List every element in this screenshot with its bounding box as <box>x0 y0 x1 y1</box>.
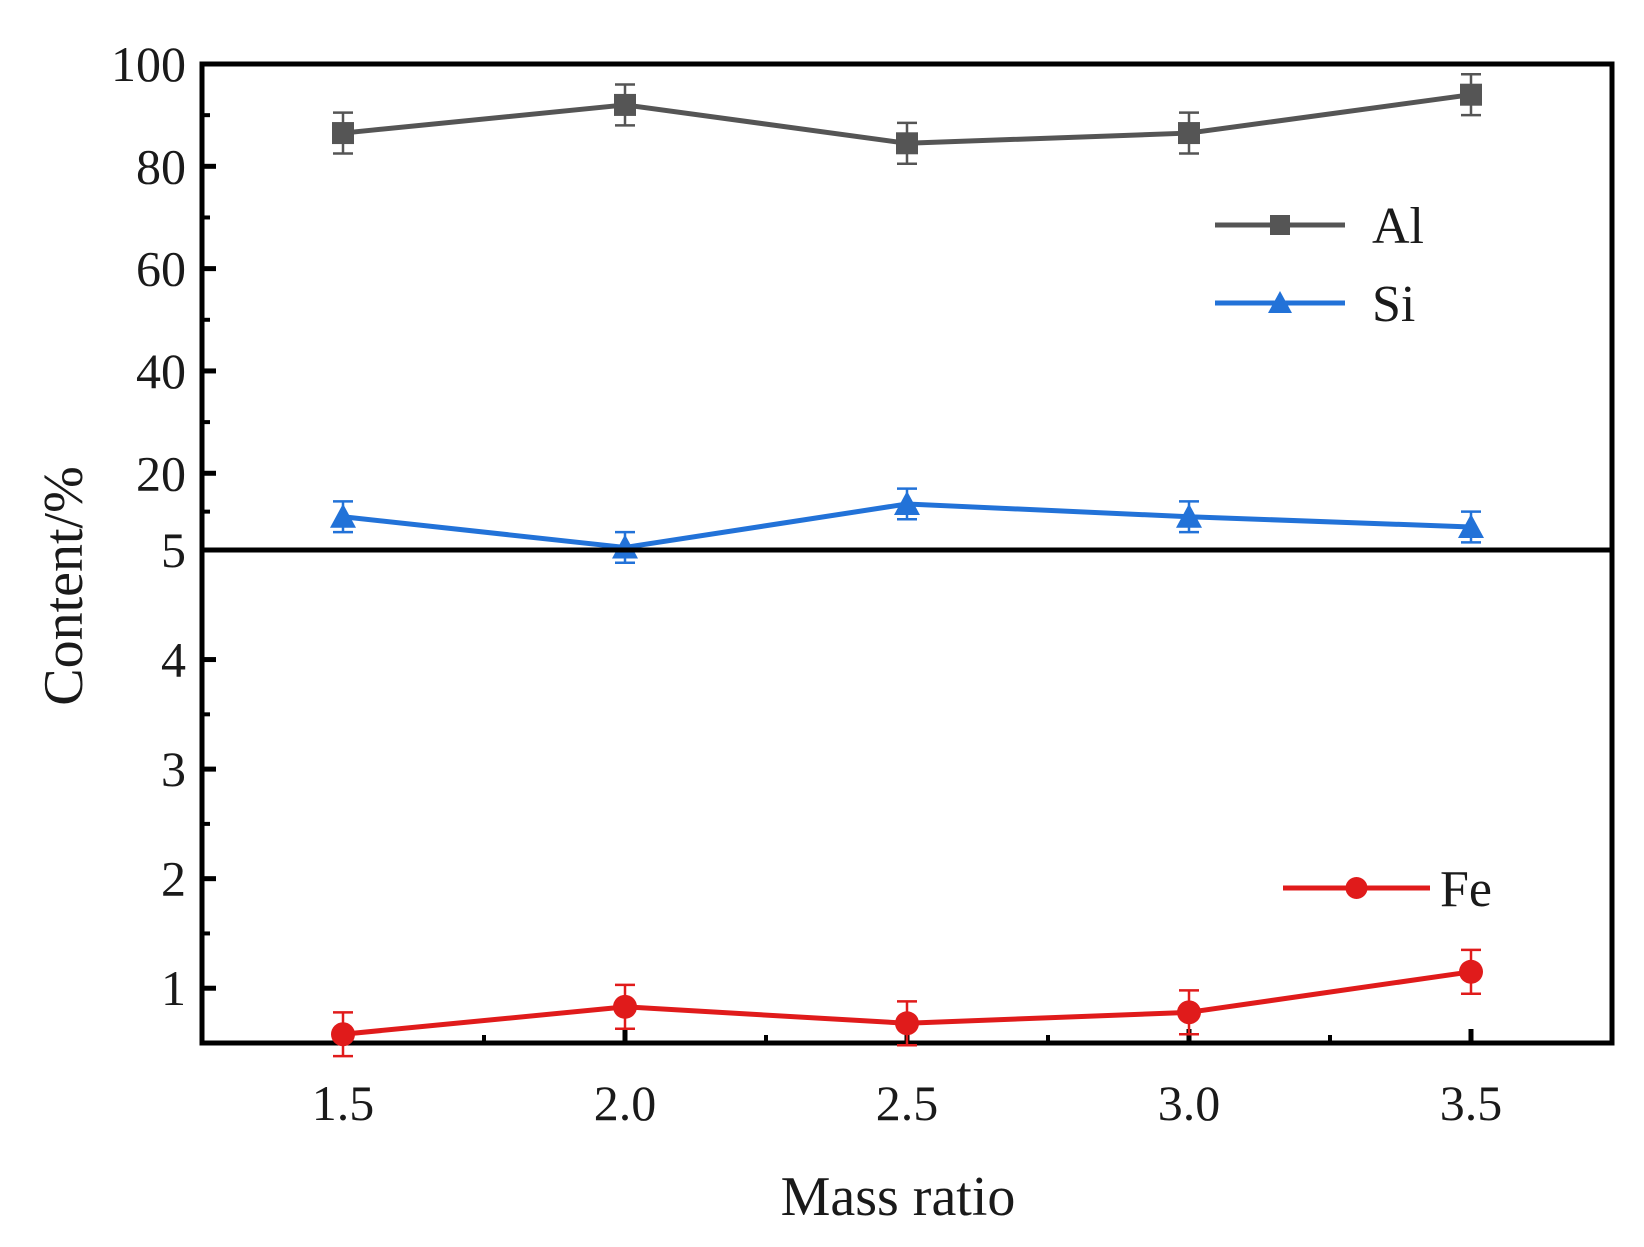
y-axis-title: Content/% <box>33 466 95 706</box>
data-point-Al <box>1178 122 1200 145</box>
data-point-Fe <box>1177 1000 1201 1025</box>
data-point-Al <box>332 122 354 145</box>
legend-label-Fe: Fe <box>1440 861 1492 918</box>
legend-marker-Si <box>1268 291 1292 313</box>
x-tick-label: 2.5 <box>876 1075 939 1131</box>
data-point-Fe <box>895 1011 919 1036</box>
legend-label-Al: Al <box>1372 198 1424 255</box>
y-tick-label: 60 <box>136 241 186 297</box>
y-tick-label: 5 <box>161 522 186 578</box>
data-point-Fe <box>331 1022 355 1047</box>
data-point-Al <box>1460 83 1482 106</box>
x-axis-title: Mass ratio <box>781 1166 1016 1228</box>
y-tick-label: 4 <box>161 632 186 688</box>
data-point-Si <box>1176 503 1202 528</box>
data-point-Si <box>330 503 356 528</box>
plot-area: 1.5 2.0 2.5 3.0 3.5 100 80 60 40 20 5 Al Si 4 3 2 1 Fe <box>111 36 1615 1131</box>
y-tick-label: 100 <box>111 36 186 92</box>
x-tick-label: 3.0 <box>1158 1075 1221 1131</box>
y-tick-label: 1 <box>161 960 186 1016</box>
y-tick-label: 3 <box>161 741 186 797</box>
y-tick-label: 20 <box>136 445 186 501</box>
x-tick-label: 3.5 <box>1440 1075 1503 1131</box>
x-tick-label: 1.5 <box>312 1075 375 1131</box>
legend-marker-Al <box>1270 215 1290 235</box>
data-point-Fe <box>1459 959 1483 984</box>
data-point-Al <box>896 132 918 155</box>
data-point-Si <box>894 490 920 515</box>
y-tick-label: 80 <box>136 138 186 194</box>
data-point-Al <box>614 93 636 116</box>
data-point-Fe <box>613 994 637 1019</box>
y-tick-label: 2 <box>161 851 186 907</box>
legend-marker-Fe <box>1345 877 1368 899</box>
y-tick-label: 40 <box>136 343 186 399</box>
data-point-Si <box>1458 513 1484 538</box>
legend-label-Si: Si <box>1372 276 1415 333</box>
x-tick-label: 2.0 <box>594 1075 657 1131</box>
